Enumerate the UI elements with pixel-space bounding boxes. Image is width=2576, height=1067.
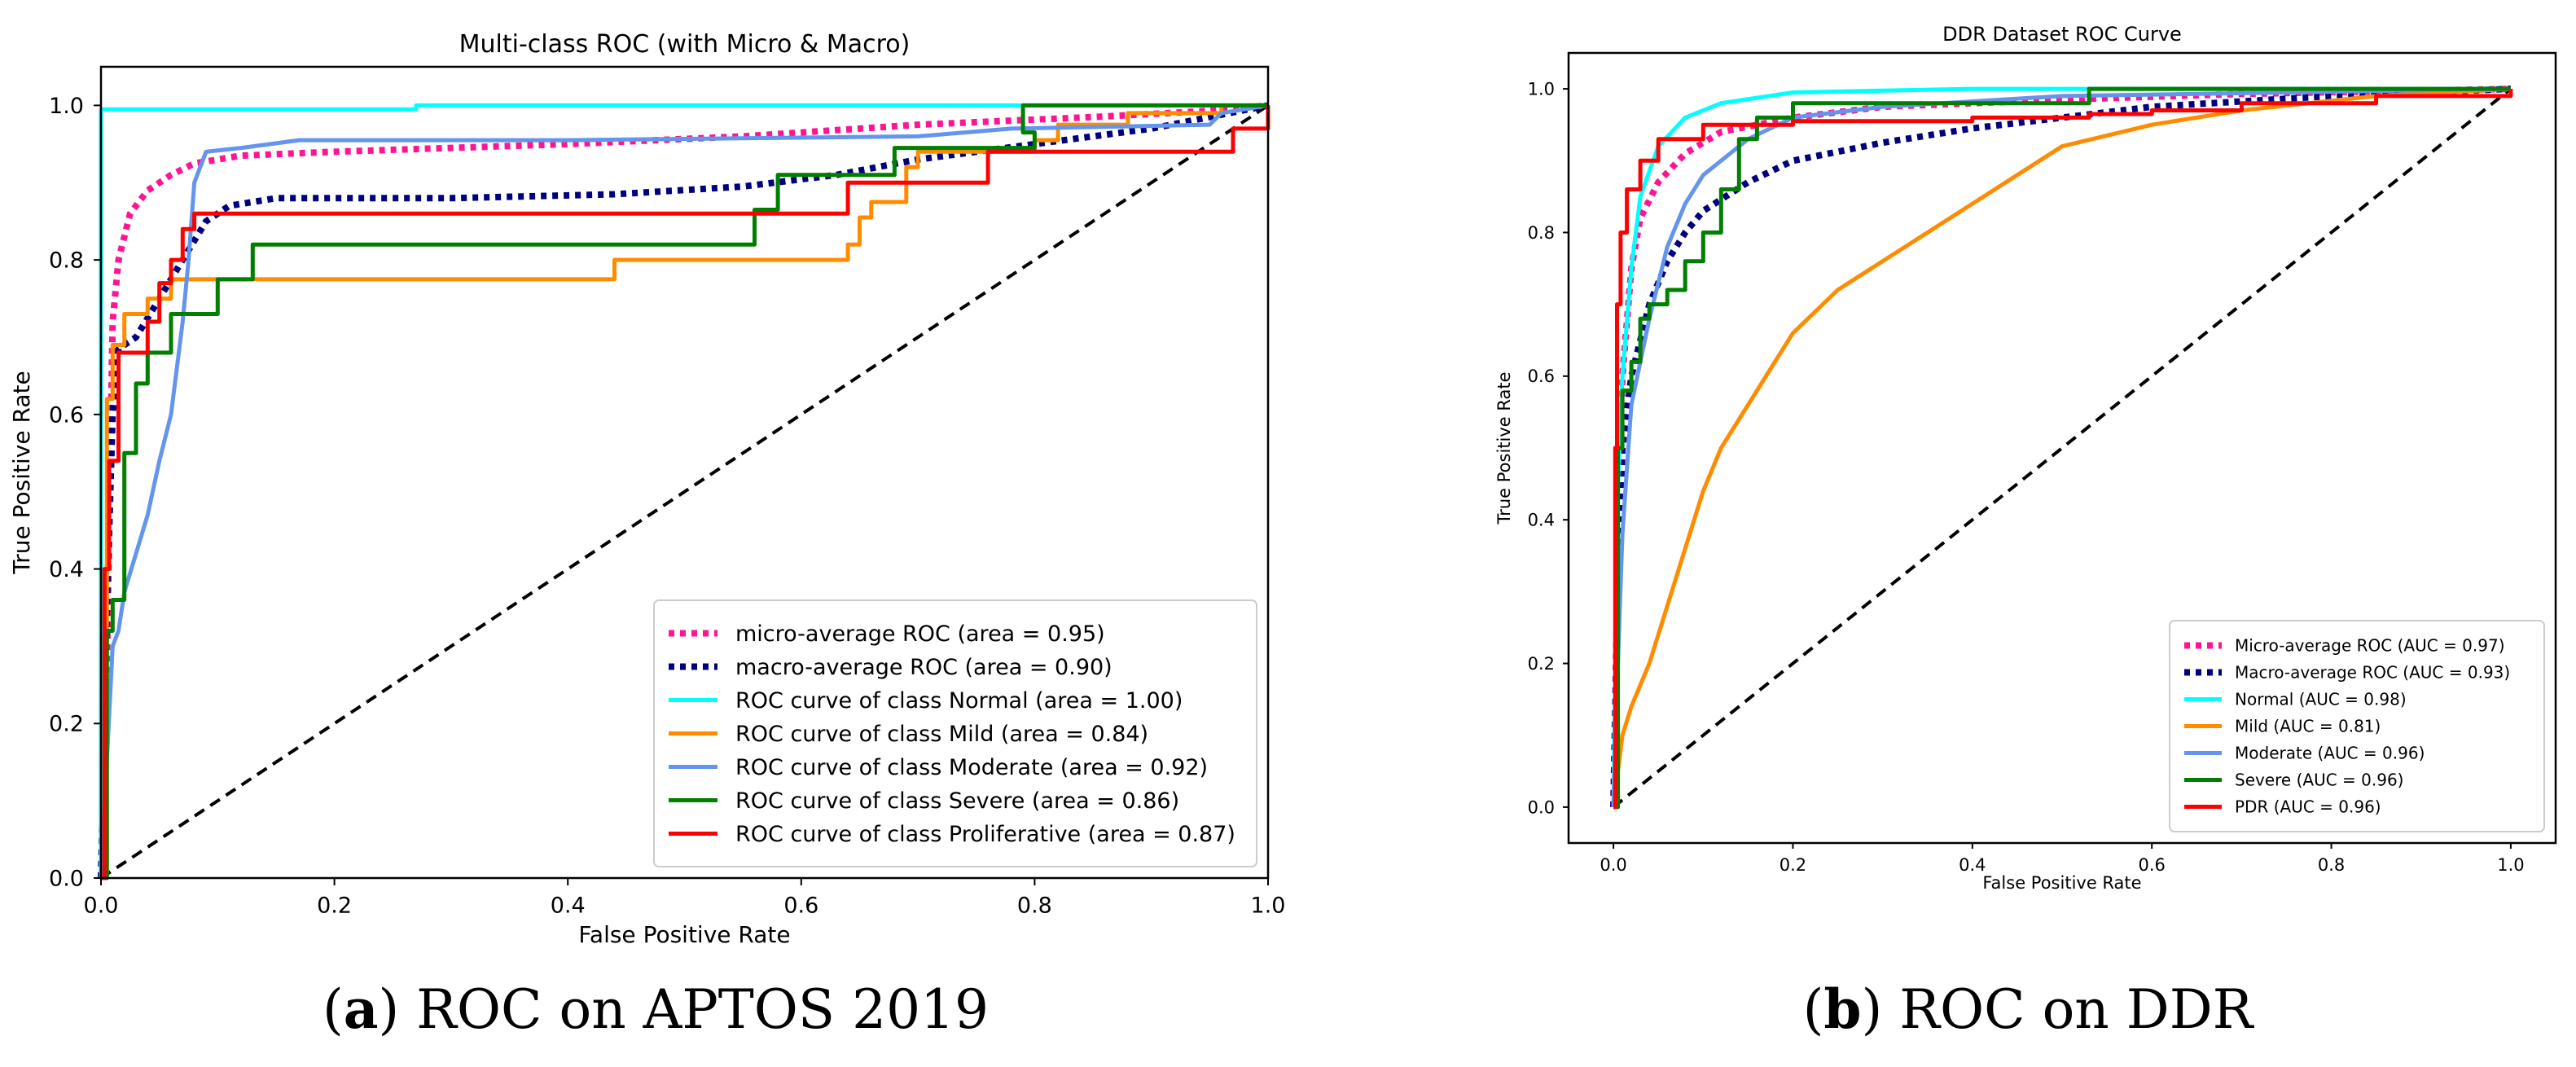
roc-curve-moderate (1611, 86, 2511, 807)
plot-frame (99, 65, 1270, 880)
caption-open-paren: ( (323, 978, 344, 1041)
caption-letter: b (1823, 977, 1861, 1041)
panel-b-chart: DDR Dataset ROC Curve 0.0 0.2 0.4 0.6 0.8 1.0 0… (1494, 23, 2557, 1041)
legend: micro-average ROC (area = 0.95) macro-ave… (653, 599, 1257, 867)
chance-diagonal-line (1612, 87, 2512, 809)
legend-box (653, 599, 1257, 867)
legend-entry-mild: ROC curve of class Mild (area = 0.84) (735, 722, 1148, 747)
x-axis-label: False Positive Rate (1982, 873, 2141, 893)
y-tick-label: 0.4 (49, 557, 84, 582)
caption-body: ) ROC on APTOS 2019 (378, 978, 989, 1041)
y-tick-label: 0.6 (1528, 367, 1555, 386)
plot-frame (1567, 51, 2557, 845)
roc-curve-macro (98, 102, 1269, 879)
x-axis-label: False Positive Rate (578, 921, 790, 948)
legend-entry-normal: Normal (AUC = 0.98) (2235, 690, 2407, 709)
chance-diagonal-line (99, 103, 1270, 880)
legend-entry-severe: Severe (AUC = 0.96) (2235, 771, 2403, 790)
y-tick-label: 0.0 (1528, 797, 1555, 817)
subfigure-caption: (a) ROC on APTOS 2019 (323, 977, 989, 1041)
x-tick-label: 1.0 (2497, 855, 2524, 875)
x-tick-label: 0.0 (1600, 855, 1626, 875)
legend-entry-proliferative: PDR (AUC = 0.96) (2235, 797, 2381, 817)
legend-entry-normal: ROC curve of class Normal (area = 1.00) (735, 688, 1183, 714)
y-tick-label: 0.2 (49, 712, 84, 737)
roc-curve-severe (101, 103, 1268, 880)
chart-title: DDR Dataset ROC Curve (1942, 23, 2182, 46)
x-tick-label: 0.4 (1959, 855, 1986, 875)
y-tick-label: 0.4 (1528, 511, 1555, 530)
chart-title: Multi-class ROC (with Micro & Macro) (459, 30, 911, 59)
roc-curve-proliferative (101, 105, 1270, 880)
roc-curve-severe (1613, 86, 2511, 810)
y-tick-label: 0.8 (49, 248, 84, 274)
x-tick-label: 0.6 (783, 894, 818, 919)
roc-curve-mild (1611, 86, 2512, 808)
legend-entry-moderate: Moderate (AUC = 0.96) (2235, 744, 2425, 763)
y-axis-label: True Positive Rate (1494, 371, 1514, 525)
legend-entry-micro: Micro-average ROC (AUC = 0.97) (2235, 636, 2505, 656)
roc-curve-macro (1610, 86, 2512, 807)
x-tick-label: 0.8 (1017, 894, 1052, 919)
legend-entry-mild: Mild (AUC = 0.81) (2235, 717, 2381, 736)
subfigure-caption: (b) ROC on DDR (1803, 977, 2255, 1041)
x-tick-label: 0.0 (84, 894, 119, 919)
y-tick-label: 1.0 (49, 94, 84, 119)
panel-a-chart: Multi-class ROC (with Micro & Macro)0.0 0… (8, 30, 1285, 1041)
y-tick-label: 1.0 (1528, 79, 1555, 99)
legend-entry-macro: Macro-average ROC (AUC = 0.93) (2235, 663, 2510, 683)
y-tick-label: 0.6 (49, 402, 84, 428)
legend-entry-severe: ROC curve of class Severe (area = 0.86) (735, 788, 1179, 814)
caption-letter: a (344, 977, 379, 1041)
y-tick-label: 0.8 (1528, 223, 1555, 243)
x-tick-label: 0.8 (2318, 855, 2345, 875)
y-tick-label: 0.0 (49, 866, 84, 891)
caption-open-paren: ( (1803, 978, 1824, 1041)
legend-entry-proliferative: ROC curve of class Proliferative (area =… (735, 822, 1235, 847)
caption-body: ) ROC on DDR (1862, 978, 2255, 1041)
x-tick-label: 1.0 (1251, 894, 1286, 919)
x-tick-label: 0.6 (2138, 855, 2165, 875)
roc-curve-proliferative (1613, 89, 2513, 810)
x-tick-label: 0.2 (1780, 855, 1806, 875)
y-axis-label: True Positive Rate (8, 371, 35, 574)
legend-entry-moderate: ROC curve of class Moderate (area = 0.92… (735, 755, 1208, 780)
x-tick-label: 0.4 (551, 894, 586, 919)
legend-entry-micro: micro-average ROC (area = 0.95) (735, 621, 1105, 647)
legend-box (2169, 620, 2545, 832)
legend: Micro-average ROC (AUC = 0.97) Macro-aver… (2169, 620, 2545, 832)
legend-entry-macro: macro-average ROC (area = 0.90) (735, 655, 1112, 680)
x-tick-label: 0.2 (317, 894, 352, 919)
y-tick-label: 0.2 (1528, 654, 1555, 674)
